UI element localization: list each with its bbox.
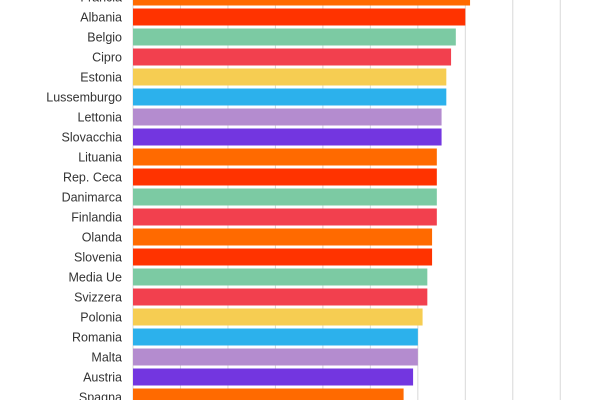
y-tick-label: Romania	[72, 330, 122, 344]
bar	[133, 228, 433, 246]
bar	[133, 148, 437, 166]
y-tick-label: Finlandia	[71, 210, 122, 224]
bar	[133, 8, 466, 26]
bar	[133, 388, 404, 400]
y-tick-label: Francia	[80, 0, 122, 4]
y-tick-label: Malta	[91, 350, 122, 364]
y-tick-label: Olanda	[82, 230, 122, 244]
y-tick-label: Rep. Ceca	[63, 170, 122, 184]
y-tick-label: Svizzera	[74, 290, 122, 304]
bar	[133, 68, 447, 86]
bar	[133, 128, 442, 146]
bar	[133, 28, 456, 46]
y-tick-label: Lussemburgo	[46, 90, 122, 104]
bar	[133, 328, 418, 346]
y-tick-label: Lituania	[78, 150, 122, 164]
bar	[133, 368, 414, 386]
bar	[133, 108, 442, 126]
bar	[133, 268, 428, 286]
y-tick-label: Belgio	[87, 30, 122, 44]
bar	[133, 168, 437, 186]
y-tick-label: Albania	[80, 10, 122, 24]
y-tick-label: Polonia	[80, 310, 122, 324]
bar	[133, 0, 471, 6]
y-tick-label: Cipro	[92, 50, 122, 64]
y-tick-label: Estonia	[80, 70, 122, 84]
bar	[133, 348, 418, 366]
y-tick-label: Slovenia	[74, 250, 122, 264]
bar	[133, 288, 428, 306]
bar	[133, 308, 423, 326]
y-tick-label: Spagna	[79, 390, 122, 400]
bar	[133, 48, 452, 66]
bar	[133, 208, 437, 226]
y-tick-label: Slovacchia	[62, 130, 122, 144]
y-tick-label: Lettonia	[78, 110, 123, 124]
bar	[133, 88, 447, 106]
bar	[133, 248, 433, 266]
y-tick-label: Danimarca	[62, 190, 122, 204]
bar	[133, 188, 437, 206]
y-tick-label: Media Ue	[69, 270, 123, 284]
y-tick-label: Austria	[83, 370, 122, 384]
